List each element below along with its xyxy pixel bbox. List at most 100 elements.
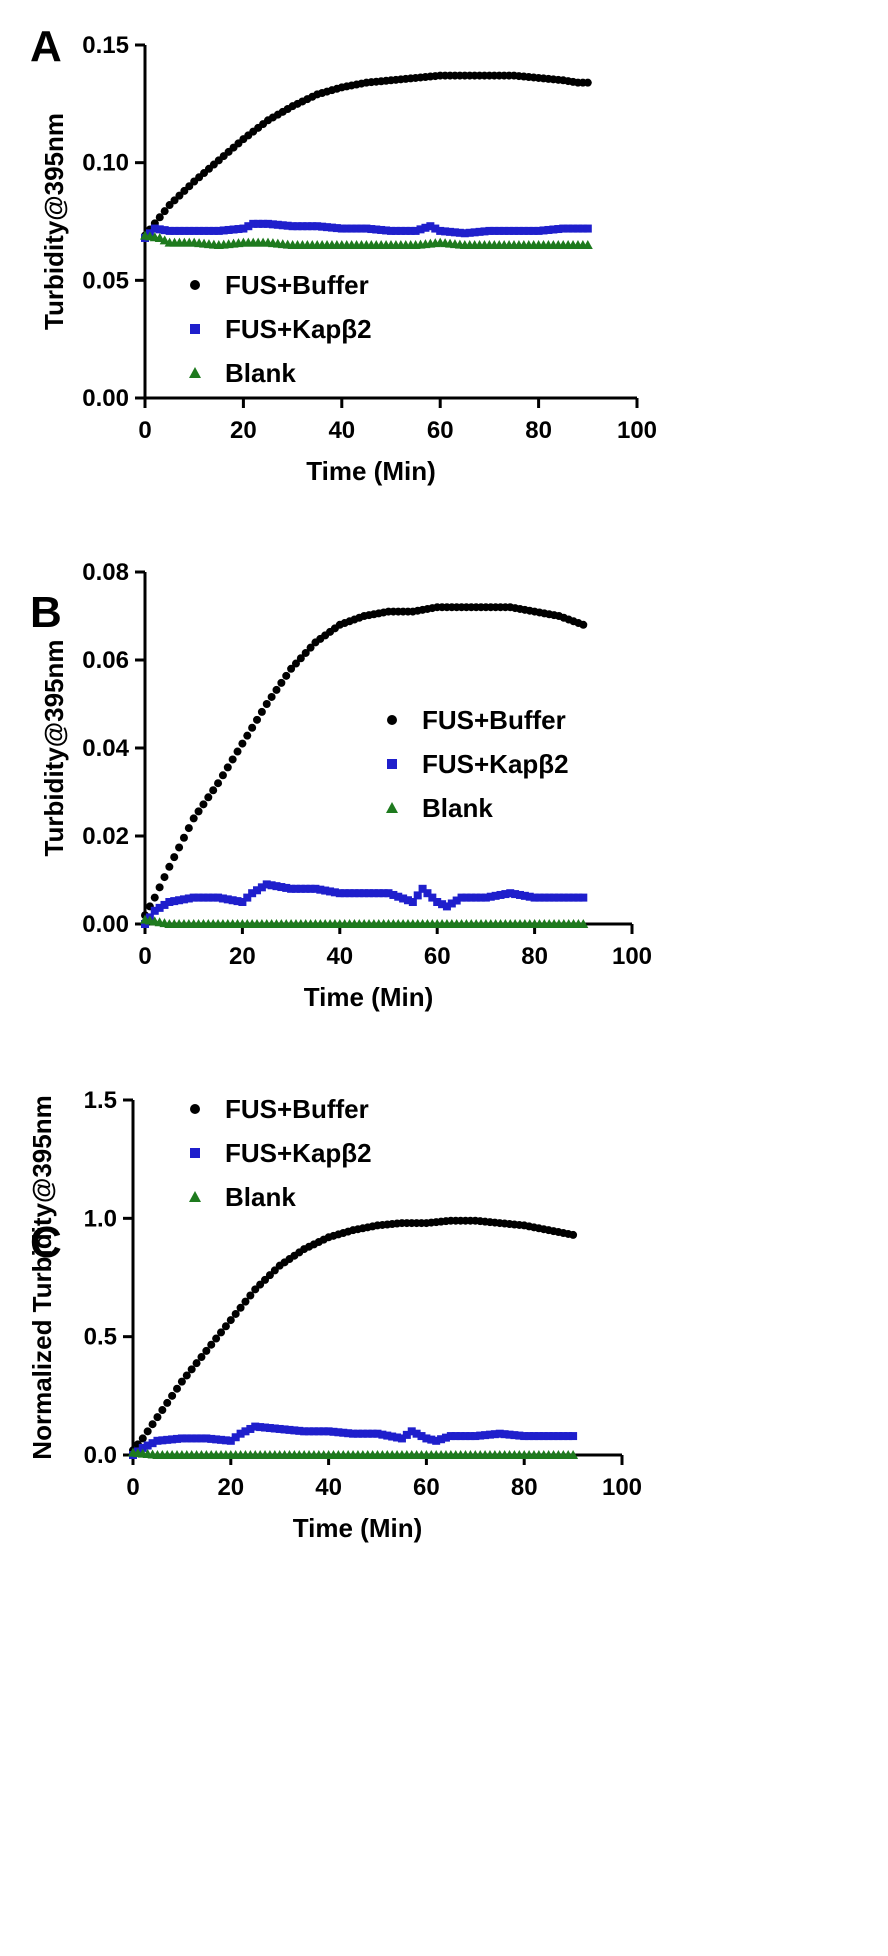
data-point	[239, 224, 248, 233]
data-point	[534, 226, 543, 235]
data-point	[316, 885, 325, 894]
data-point	[349, 1429, 358, 1438]
data-point	[506, 889, 515, 898]
data-point	[207, 1340, 216, 1349]
data-point	[545, 893, 554, 902]
data-point	[195, 226, 204, 235]
data-point	[582, 240, 593, 250]
x-tick-label: 20	[229, 943, 256, 970]
data-point	[436, 226, 445, 235]
data-point	[327, 223, 336, 232]
data-point	[403, 896, 412, 905]
data-point	[160, 207, 169, 216]
data-point	[554, 1432, 563, 1441]
data-point	[396, 226, 405, 235]
data-point	[520, 1432, 529, 1441]
data-point	[170, 226, 179, 235]
data-point	[334, 1428, 343, 1437]
x-tick-label: 60	[413, 1474, 440, 1501]
data-point	[267, 692, 276, 701]
data-point	[170, 897, 179, 906]
data-point	[539, 1432, 548, 1441]
data-point	[138, 1443, 147, 1452]
data-point	[401, 226, 410, 235]
data-point	[253, 886, 262, 895]
data-point	[226, 1316, 235, 1325]
data-point	[218, 894, 227, 903]
series-fus-buffer	[129, 1216, 578, 1455]
y-tick-label: 0.00	[82, 911, 129, 938]
data-point	[393, 1433, 402, 1442]
data-point	[233, 747, 242, 756]
y-axis-title: Turbidity@395nm	[39, 113, 69, 330]
data-point	[450, 228, 459, 237]
data-point	[323, 223, 332, 232]
data-point	[423, 889, 432, 898]
y-tick-label: 1.5	[84, 1087, 117, 1114]
data-point	[490, 1430, 499, 1439]
y-axis-title: Normalized Turbidity@395nm	[27, 1095, 57, 1459]
data-point	[441, 1433, 450, 1442]
data-point	[514, 226, 523, 235]
y-tick-label: 0.05	[82, 267, 129, 294]
data-point	[221, 1322, 230, 1331]
series-fus-kap-2	[141, 219, 592, 242]
data-point	[165, 226, 174, 235]
data-point	[442, 902, 451, 911]
data-point	[319, 1427, 328, 1436]
data-point	[248, 723, 257, 732]
data-point	[505, 226, 514, 235]
data-point	[233, 897, 242, 906]
data-point	[238, 739, 247, 748]
data-point	[287, 664, 296, 673]
data-point	[554, 893, 563, 902]
data-point	[231, 1433, 240, 1442]
data-point	[192, 1359, 201, 1368]
data-point	[554, 225, 563, 234]
data-point	[165, 898, 174, 906]
data-point	[177, 1377, 186, 1386]
data-point	[421, 223, 430, 232]
data-point	[254, 219, 263, 228]
data-point	[344, 1429, 353, 1438]
data-point	[564, 893, 573, 902]
data-point	[141, 920, 149, 928]
series-blank	[140, 914, 589, 928]
data-point	[367, 225, 376, 234]
data-point	[515, 1431, 524, 1440]
data-point	[579, 620, 588, 629]
data-point	[569, 1230, 578, 1239]
data-point	[387, 226, 395, 235]
data-point	[180, 226, 189, 235]
data-point	[486, 892, 495, 901]
data-point	[583, 224, 592, 233]
legend-marker	[189, 367, 201, 378]
legend-label: Blank	[225, 1182, 296, 1212]
data-point	[184, 894, 193, 903]
series-fus-kap-2	[129, 1422, 578, 1459]
data-point	[306, 884, 315, 893]
data-point	[138, 1434, 147, 1443]
x-tick-label: 0	[138, 943, 151, 970]
data-point	[309, 1427, 318, 1436]
data-point	[228, 755, 237, 764]
data-point	[485, 1430, 494, 1439]
data-point	[148, 1439, 157, 1448]
legend-label: FUS+Buffer	[422, 705, 566, 735]
legend-marker	[387, 715, 397, 725]
legend-marker	[190, 1104, 200, 1114]
data-point	[287, 884, 296, 893]
data-point	[246, 1424, 255, 1433]
data-point	[288, 222, 297, 231]
data-point	[212, 1435, 221, 1444]
data-point	[275, 1424, 284, 1433]
data-point	[362, 224, 371, 233]
data-point	[221, 1436, 230, 1445]
y-tick-label: 0.15	[82, 32, 129, 59]
data-point	[534, 1432, 543, 1441]
data-point	[520, 891, 529, 900]
data-point	[342, 224, 351, 233]
data-point	[495, 226, 504, 235]
data-point	[165, 862, 174, 871]
data-point	[373, 1429, 382, 1438]
